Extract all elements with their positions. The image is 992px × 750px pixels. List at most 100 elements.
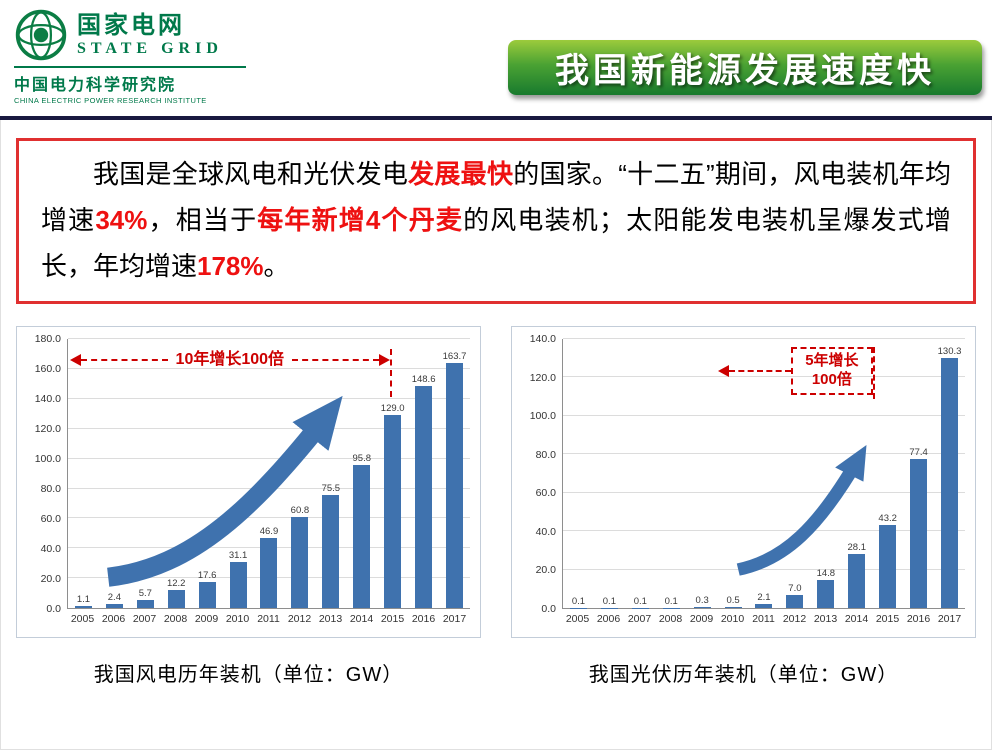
dashed-line [81, 359, 168, 362]
bar-value-label: 95.8 [352, 452, 372, 464]
bar-2017 [446, 363, 464, 609]
bar-2011 [755, 604, 773, 609]
x-tick-label: 2010 [720, 613, 745, 626]
summary-plain-text: 的风电装机；太阳能发电装机呈爆发式增长，年均增速 [41, 205, 951, 282]
solar-plot-column: 0.1 0.1 0.1 0.1 0.3 0.5 2.1 7.0 14.8 28.1 43.2 77.4… [562, 338, 965, 629]
bar-value-label: 163.7 [442, 351, 467, 363]
gridline [563, 414, 965, 416]
bar-value-label: 0.1 [664, 595, 678, 607]
bar-column: 1.1 [68, 339, 99, 609]
x-tick-label: 2017 [937, 613, 962, 626]
bar-2011 [260, 537, 278, 609]
charts-row: 0.0 20.0 40.0 60.0 80.0 100.0 120.0 140.0 160.0 1… [16, 326, 976, 687]
summary-highlight: 发展最快 [408, 159, 514, 189]
dashed-line [292, 359, 379, 362]
solar-chart-panel: 0.0 20.0 40.0 60.0 80.0 100.0 120.0 140.0 0.1 0.… [511, 326, 976, 687]
y-tick-label: 100.0 [529, 410, 556, 423]
x-tick-label: 2011 [257, 613, 280, 626]
bar-2010 [724, 607, 742, 609]
x-tick-label: 2013 [318, 613, 343, 626]
institute-name-en: CHINA ELECTRIC POWER RESEARCH INSTITUTE [14, 96, 207, 105]
bar-2009 [693, 607, 711, 609]
gridline [68, 338, 470, 340]
summary-plain-text: 我国是全球风电和光伏发电 [93, 159, 409, 189]
y-tick-label: 60.0 [40, 513, 61, 526]
bar-column: 46.9 [254, 339, 285, 609]
state-grid-logo-block: 国家电网 STATE GRID 中国电力科学研究院 CHINA ELECTRIC… [14, 8, 254, 105]
x-tick-label: 2014 [844, 613, 869, 626]
bar-value-label: 14.8 [816, 567, 836, 579]
wind-annotation-label: 10年增长100倍 [175, 351, 285, 369]
summary-highlight: 每年新增4个丹麦 [257, 205, 464, 236]
bar-value-label: 12.2 [166, 577, 186, 589]
wind-chart-box: 0.0 20.0 40.0 60.0 80.0 100.0 120.0 140.0 160.0 1… [16, 326, 481, 639]
solar-chart-box: 0.0 20.0 40.0 60.0 80.0 100.0 120.0 140.0 0.1 0.… [511, 326, 976, 639]
bar-column: 17.6 [192, 339, 223, 609]
x-tick-label: 2008 [658, 613, 683, 626]
bar-value-label: 31.1 [228, 549, 248, 561]
bar-value-label: 75.5 [321, 483, 341, 495]
bar-column: 60.8 [284, 339, 315, 609]
x-tick-label: 2008 [163, 613, 188, 626]
title-banner: 我国新能源发展速度快 [508, 40, 982, 95]
bar-value-label: 60.8 [290, 505, 310, 517]
x-tick-label: 2007 [627, 613, 652, 626]
bar-2013 [817, 579, 835, 609]
bar-column: 0.1 [594, 339, 625, 609]
bar-value-label: 2.1 [757, 592, 771, 604]
bar-value-label: 0.1 [633, 595, 647, 607]
wind-annotation-vline [389, 349, 392, 398]
x-tick-label: 2014 [349, 613, 374, 626]
y-tick-label: 20.0 [40, 573, 61, 586]
state-grid-logo-icon [15, 9, 67, 61]
bar-column: 43.2 [872, 339, 903, 609]
bar-column: 31.1 [223, 339, 254, 609]
bar-value-label: 148.6 [411, 373, 436, 385]
bar-column: 129.0 [377, 339, 408, 609]
bar-2010 [229, 561, 247, 609]
bar-2017 [941, 357, 959, 609]
bar-value-label: 17.6 [197, 569, 217, 581]
x-tick-label: 2011 [752, 613, 775, 626]
wind-chart-caption: 我国风电历年装机（单位：GW） [93, 664, 404, 687]
x-tick-label: 2006 [101, 613, 126, 626]
x-tick-label: 2006 [596, 613, 621, 626]
bar-2012 [786, 594, 804, 609]
x-tick-label: 2012 [782, 613, 807, 626]
bar-2008 [167, 589, 185, 609]
bar-value-label: 129.0 [380, 403, 405, 415]
brand-name-en: STATE GRID [77, 39, 223, 57]
wind-x-axis: 2005 2006 2007 2008 2009 2010 2011 2012 2013 2014… [67, 609, 470, 629]
bar-column: 0.1 [563, 339, 594, 609]
wind-y-axis: 0.0 20.0 40.0 60.0 80.0 100.0 120.0 140.0 160.0 1… [21, 333, 67, 615]
bar-column: 148.6 [408, 339, 439, 609]
institute-name-cn: 中国电力科学研究院 [14, 77, 177, 94]
bar-value-label: 77.4 [909, 447, 928, 459]
bar-value-label: 7.0 [788, 582, 802, 594]
gridline [563, 453, 965, 455]
y-tick-label: 180.0 [34, 333, 61, 346]
bar-column: 77.4 [903, 339, 934, 609]
gridline [563, 338, 965, 340]
bar-column: 0.5 [718, 339, 749, 609]
wind-chart-panel: 0.0 20.0 40.0 60.0 80.0 100.0 120.0 140.0 160.0 1… [16, 326, 481, 687]
y-tick-label: 40.0 [40, 543, 61, 556]
page-title: 我国新能源发展速度快 [555, 52, 935, 90]
x-tick-label: 2009 [689, 613, 714, 626]
summary-plain-text: ，相当于 [147, 205, 258, 236]
gridline [68, 367, 470, 369]
right-arrowhead-icon [378, 354, 390, 367]
bar-2005 [74, 606, 92, 609]
x-tick-label: 2005 [70, 613, 95, 626]
bar-2007 [136, 599, 154, 609]
bar-2006 [105, 604, 123, 609]
bar-column: 95.8 [346, 339, 377, 609]
bar-2009 [198, 581, 216, 609]
bar-column: 12.2 [161, 339, 192, 609]
y-tick-label: 20.0 [535, 564, 556, 577]
solar-bars: 0.1 0.1 0.1 0.1 0.3 0.5 2.1 7.0 14.8 28.1 43.2 77.4… [563, 339, 965, 609]
bar-2014 [353, 464, 371, 609]
x-tick-label: 2016 [906, 613, 931, 626]
x-tick-label: 2015 [875, 613, 900, 626]
bar-column: 7.0 [779, 339, 810, 609]
